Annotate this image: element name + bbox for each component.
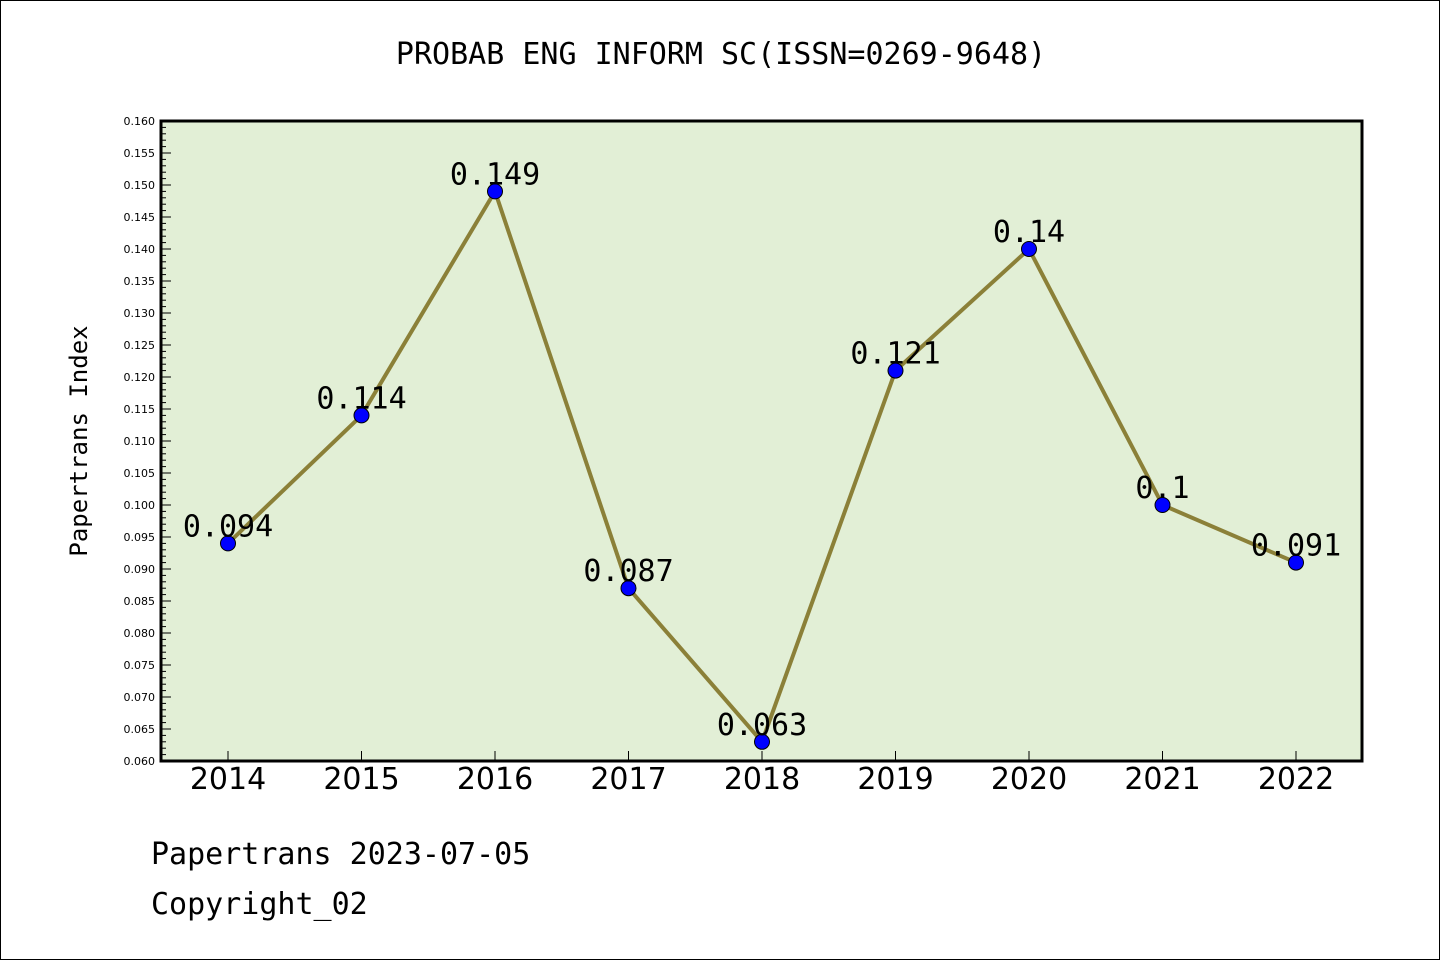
data-labels: 0.094 0.114 0.149 0.087 0.063 0.121 0.14 0.1 0.0… xyxy=(183,157,1341,742)
y-tick-label: 0.150 xyxy=(124,179,156,192)
data-point xyxy=(754,733,770,750)
y-tick-label: 0.160 xyxy=(124,115,156,128)
data-label: 0.094 xyxy=(183,509,273,544)
y-tick-label: 0.130 xyxy=(124,307,156,320)
x-tick-label: 2015 xyxy=(323,762,399,797)
data-point xyxy=(1021,241,1037,257)
y-tick-label: 0.105 xyxy=(124,467,156,480)
data-label: 0.149 xyxy=(450,157,540,192)
footer-date: Papertrans 2023-07-05 xyxy=(151,837,531,872)
x-tick-label: 2019 xyxy=(857,762,933,797)
x-tick-label: 2017 xyxy=(590,762,666,797)
y-tick-label: 0.080 xyxy=(124,627,156,640)
y-tick-label: 0.140 xyxy=(124,243,156,256)
data-point xyxy=(1288,554,1304,571)
plot-area xyxy=(161,121,1362,761)
y-tick-label: 0.110 xyxy=(124,435,156,448)
y-tick-label: 0.115 xyxy=(124,403,156,416)
y-axis-tick-labels: 0.060 0.065 0.070 0.075 0.080 0.085 0.090 0.095… xyxy=(124,115,156,768)
chart-title: PROBAB ENG INFORM SC(ISSN=0269-9648) xyxy=(395,37,1047,72)
data-label: 0.087 xyxy=(583,554,673,589)
x-axis-tick-labels: 2014 2015 2016 2017 2018 2019 2020 2021 2022 xyxy=(190,762,1334,797)
data-label: 0.1 xyxy=(1135,471,1189,506)
data-label: 0.063 xyxy=(717,708,807,743)
y-tick-label: 0.085 xyxy=(124,595,156,608)
x-tick-label: 2014 xyxy=(190,762,266,797)
data-point xyxy=(887,362,904,379)
x-tick-label: 2018 xyxy=(724,762,800,797)
y-tick-label: 0.125 xyxy=(124,339,156,352)
y-tick-label: 0.090 xyxy=(124,563,156,576)
data-point xyxy=(1154,497,1171,513)
y-tick-label: 0.070 xyxy=(124,691,156,704)
footer-copyright: Copyright_02 xyxy=(151,887,368,922)
series-points xyxy=(220,183,1304,750)
y-tick-label: 0.135 xyxy=(124,275,156,288)
x-tick-label: 2021 xyxy=(1124,762,1200,797)
data-label: 0.121 xyxy=(850,337,940,372)
plot-frame xyxy=(159,119,1364,763)
y-tick-label: 0.075 xyxy=(124,659,156,672)
data-label: 0.14 xyxy=(993,215,1065,250)
data-point xyxy=(220,535,236,552)
x-tick-label: 2022 xyxy=(1258,762,1334,797)
y-tick-label: 0.145 xyxy=(124,211,156,224)
data-label: 0.091 xyxy=(1251,529,1341,564)
y-tick-label: 0.060 xyxy=(124,755,156,768)
y-tick-label: 0.100 xyxy=(124,499,156,512)
y-tick-label: 0.065 xyxy=(124,723,156,736)
data-label: 0.114 xyxy=(316,381,406,416)
x-tick-label: 2016 xyxy=(457,762,533,797)
x-tick-label: 2020 xyxy=(991,762,1067,797)
x-axis-ticks xyxy=(227,751,1297,761)
data-point xyxy=(620,580,637,597)
y-tick-label: 0.120 xyxy=(124,371,156,384)
y-tick-label: 0.095 xyxy=(124,531,156,544)
data-point xyxy=(353,407,370,424)
y-axis-title: Papertrans Index xyxy=(65,325,93,556)
data-point xyxy=(487,183,503,200)
y-tick-label: 0.155 xyxy=(124,147,156,160)
